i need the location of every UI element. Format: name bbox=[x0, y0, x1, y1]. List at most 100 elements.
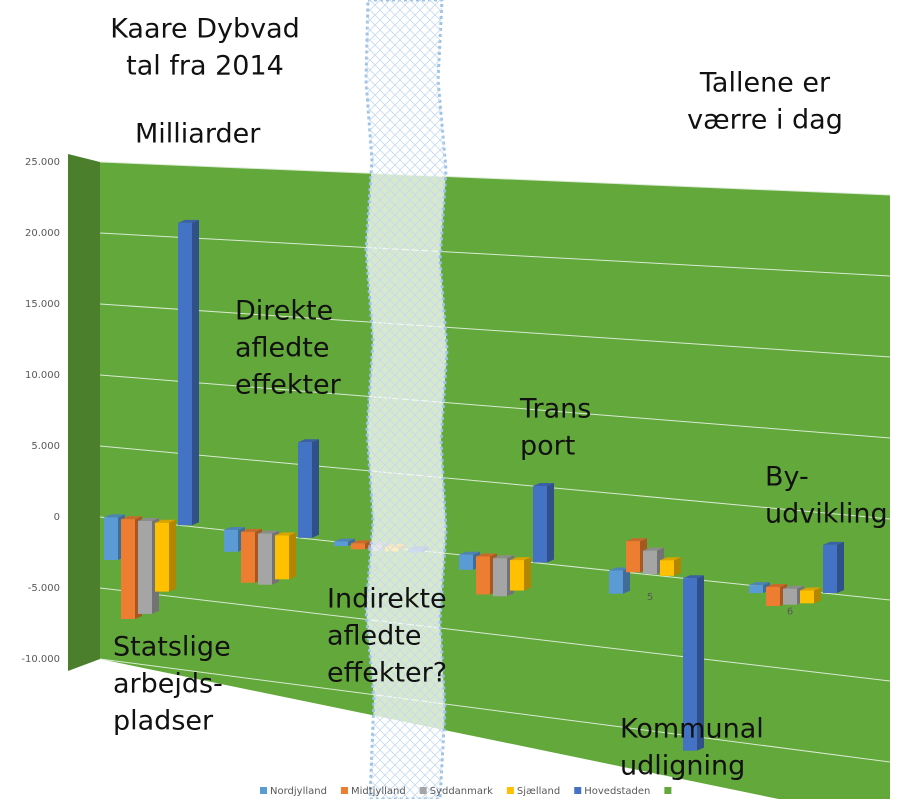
grid-line bbox=[99, 445, 891, 520]
strip-hatch bbox=[366, 0, 447, 799]
bar bbox=[800, 590, 814, 604]
bar bbox=[351, 543, 365, 550]
legend-swatch bbox=[506, 787, 514, 794]
y-tick-label: 0 bbox=[54, 512, 60, 523]
legend-swatch bbox=[340, 787, 348, 794]
legend-label: Nordjylland bbox=[270, 786, 327, 797]
bar bbox=[683, 578, 697, 751]
category-label: 6 bbox=[787, 606, 793, 617]
bars: 123456 bbox=[104, 219, 844, 751]
bar-top bbox=[626, 538, 647, 542]
bar bbox=[510, 560, 524, 591]
bar-top bbox=[178, 219, 199, 223]
bar-side bbox=[348, 538, 355, 547]
bar bbox=[241, 531, 255, 583]
y-tick-label: 25.000 bbox=[25, 157, 60, 168]
annotation: effekter? bbox=[327, 658, 447, 689]
annotation: arbejds- bbox=[113, 669, 223, 700]
legend-label: Syddanmark bbox=[430, 786, 493, 797]
bar bbox=[749, 585, 763, 594]
legend-label: Hovedstaden bbox=[584, 786, 650, 797]
bar-top bbox=[643, 547, 664, 551]
bar-top bbox=[683, 575, 704, 579]
y-tick-label: 10.000 bbox=[25, 370, 60, 381]
bar-side bbox=[524, 557, 531, 591]
annotation: afledte bbox=[235, 333, 330, 364]
bar-side bbox=[837, 541, 844, 593]
grid-line bbox=[99, 161, 891, 196]
bar-top bbox=[823, 541, 844, 545]
bar-top bbox=[138, 517, 159, 521]
bar bbox=[766, 586, 780, 607]
grid-line bbox=[99, 374, 891, 439]
bar-top bbox=[104, 514, 125, 518]
bar-side bbox=[623, 567, 630, 594]
bar-side bbox=[547, 483, 554, 563]
bar-side bbox=[289, 532, 296, 580]
bar-top bbox=[476, 553, 497, 557]
bar-top bbox=[334, 538, 355, 542]
bar bbox=[493, 558, 507, 597]
bar-top bbox=[275, 532, 296, 536]
legend-swatch bbox=[419, 787, 427, 794]
bar bbox=[660, 560, 674, 576]
bar-top bbox=[766, 583, 787, 587]
annotation: Indirekte bbox=[327, 584, 447, 615]
annotation: værre i dag bbox=[687, 105, 843, 136]
bar-top bbox=[224, 527, 245, 531]
grid-line bbox=[99, 658, 891, 763]
annotation: By- bbox=[765, 462, 809, 493]
annotation: udligning bbox=[620, 751, 745, 782]
annotation: Milliarder bbox=[135, 119, 261, 150]
legend-label: Midtjylland bbox=[351, 786, 406, 797]
category-label: 5 bbox=[647, 592, 653, 603]
annotation: udvikling bbox=[765, 499, 888, 530]
bar bbox=[609, 570, 623, 594]
bar-top bbox=[510, 557, 531, 561]
bar bbox=[121, 519, 135, 619]
bar bbox=[155, 522, 169, 592]
bar-top bbox=[241, 528, 262, 532]
bar bbox=[626, 541, 640, 573]
annotation: Direkte bbox=[235, 296, 333, 327]
bar bbox=[533, 486, 547, 563]
bar-top bbox=[155, 519, 176, 523]
annotation: pladser bbox=[113, 706, 214, 737]
bar-top bbox=[749, 582, 770, 586]
bar-side bbox=[814, 587, 821, 604]
bar-top bbox=[258, 530, 279, 534]
bar bbox=[224, 530, 238, 552]
bar-side bbox=[169, 519, 176, 592]
bar-side bbox=[674, 557, 681, 576]
bar-side bbox=[192, 219, 199, 526]
bar-top bbox=[298, 439, 319, 443]
bar bbox=[275, 535, 289, 580]
legend-swatch bbox=[574, 787, 582, 794]
legend: Nordjylland Midtjylland Syddanmark Sjælland… bbox=[260, 786, 672, 797]
annotation: afledte bbox=[327, 621, 422, 652]
bar bbox=[476, 556, 490, 595]
bar-top bbox=[493, 555, 514, 559]
annotation: Kommunal bbox=[620, 714, 764, 745]
bar-top bbox=[609, 567, 630, 571]
grid: -10.000 -5.000 0 5.000 10.000 15.000 20.000 25.… bbox=[21, 157, 891, 763]
annotation: Statslige bbox=[113, 632, 231, 663]
annotation: tal fra 2014 bbox=[126, 51, 284, 82]
bar-side bbox=[697, 575, 704, 751]
grid-line bbox=[99, 587, 891, 682]
bar bbox=[258, 533, 272, 585]
bar-top bbox=[351, 540, 372, 544]
annotation: Tallene er bbox=[699, 68, 831, 99]
bar-top bbox=[121, 516, 142, 520]
y-tick-label: -10.000 bbox=[21, 654, 60, 665]
grid-line bbox=[99, 303, 891, 358]
bar-top bbox=[783, 585, 804, 589]
annotation: effekter bbox=[235, 370, 342, 401]
bar bbox=[138, 520, 152, 614]
bar bbox=[823, 544, 837, 593]
bar bbox=[783, 588, 797, 605]
bar bbox=[298, 442, 312, 538]
bar bbox=[459, 554, 473, 570]
y-tick-label: 20.000 bbox=[25, 228, 60, 239]
